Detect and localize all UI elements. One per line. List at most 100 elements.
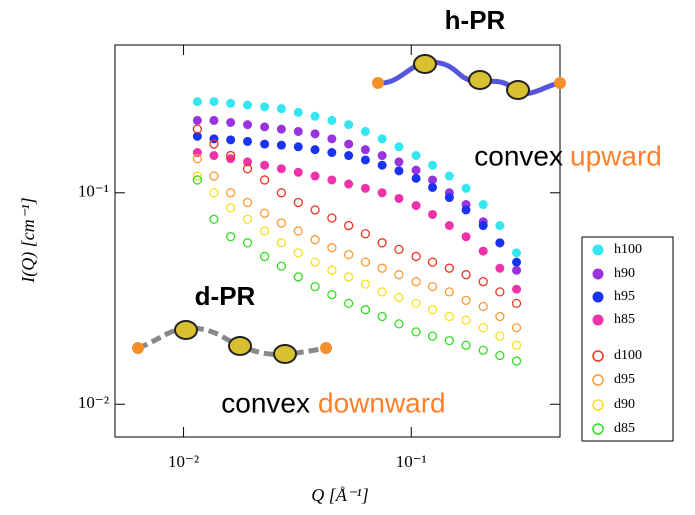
data-point (310, 171, 320, 181)
legend-marker (592, 350, 604, 362)
data-point (394, 319, 404, 329)
data-point (276, 104, 286, 114)
data-point (394, 193, 404, 203)
legend-label: h95 (614, 289, 635, 304)
data-point (327, 134, 337, 144)
data-point (478, 345, 488, 355)
data-point (327, 213, 337, 223)
data-point (242, 238, 253, 248)
x-axis-label: Q [Å⁻¹] (311, 485, 368, 505)
data-point (394, 166, 404, 176)
legend-marker (592, 399, 604, 411)
data-point (428, 175, 438, 185)
data-point (411, 165, 421, 175)
y-tick-label: 10⁻² (78, 393, 109, 412)
data-point (444, 287, 455, 297)
legend-marker (592, 268, 604, 280)
data-point (192, 97, 202, 107)
data-point (511, 356, 522, 366)
data-point (495, 238, 505, 248)
data-point (276, 238, 287, 248)
data-point (226, 135, 236, 145)
data-point (360, 155, 370, 165)
data-point (512, 248, 522, 258)
data-point (344, 120, 354, 130)
data-point (242, 214, 253, 224)
data-point (444, 335, 455, 346)
data-point (276, 164, 286, 174)
data-point (327, 265, 337, 275)
data-point (360, 126, 370, 136)
x-tick-label: 10⁻¹ (396, 452, 427, 471)
y-tick-label: 10⁻¹ (78, 182, 109, 201)
data-point (461, 183, 471, 193)
data-point (310, 281, 320, 292)
data-point (360, 145, 370, 155)
data-point (259, 175, 270, 185)
legend-marker (592, 374, 604, 386)
data-point (310, 145, 320, 155)
data-point (344, 249, 354, 260)
y-axis-label: I(Q) [cm⁻¹] (18, 197, 39, 283)
data-point (209, 115, 219, 125)
data-point (377, 287, 387, 297)
data-point (495, 331, 505, 341)
data-point (192, 171, 203, 181)
data-point (394, 244, 404, 255)
data-point (512, 257, 522, 267)
data-point (327, 175, 337, 185)
data-point (495, 311, 505, 322)
data-point (377, 188, 387, 198)
data-point (511, 298, 522, 309)
data-point (327, 115, 337, 125)
data-point (394, 292, 404, 303)
data-point (478, 221, 488, 231)
data-point (209, 97, 219, 107)
data-point (260, 122, 270, 132)
data-point (411, 327, 421, 337)
data-point (461, 315, 471, 325)
data-point (209, 151, 219, 161)
data-point (344, 139, 354, 149)
plot-frame (114, 44, 561, 438)
data-point (293, 107, 303, 117)
data-point (192, 175, 203, 185)
data-point (478, 277, 488, 287)
legend-marker (592, 291, 604, 303)
data-point (276, 218, 287, 228)
data-point (428, 182, 438, 192)
data-point (293, 167, 303, 177)
legend-label: d100 (614, 348, 642, 363)
data-point (293, 248, 303, 258)
data-point (427, 331, 438, 341)
data-point (427, 305, 438, 315)
annotation: d-PR (195, 281, 256, 311)
data-point (478, 246, 488, 256)
data-point (461, 232, 471, 242)
data-point (344, 220, 354, 231)
data-point (461, 205, 471, 215)
data-point (327, 148, 337, 158)
data-point (360, 229, 371, 239)
data-point (360, 183, 370, 193)
data-point (344, 272, 354, 282)
legend-label: h85 (614, 312, 635, 327)
data-point (310, 235, 320, 245)
data-point (512, 265, 522, 275)
legend-label: d90 (614, 397, 635, 412)
data-point (260, 160, 270, 170)
data-point (411, 251, 421, 262)
data-point (259, 251, 270, 262)
data-point (243, 157, 253, 167)
data-point (276, 124, 286, 134)
annotation: convex (221, 387, 310, 418)
data-point (511, 340, 522, 350)
data-point (276, 140, 286, 150)
data-point (411, 151, 421, 161)
data-point (377, 311, 387, 322)
data-point (411, 298, 421, 309)
legend-label: d85 (614, 421, 635, 436)
data-point (495, 221, 505, 231)
data-point (293, 197, 303, 208)
